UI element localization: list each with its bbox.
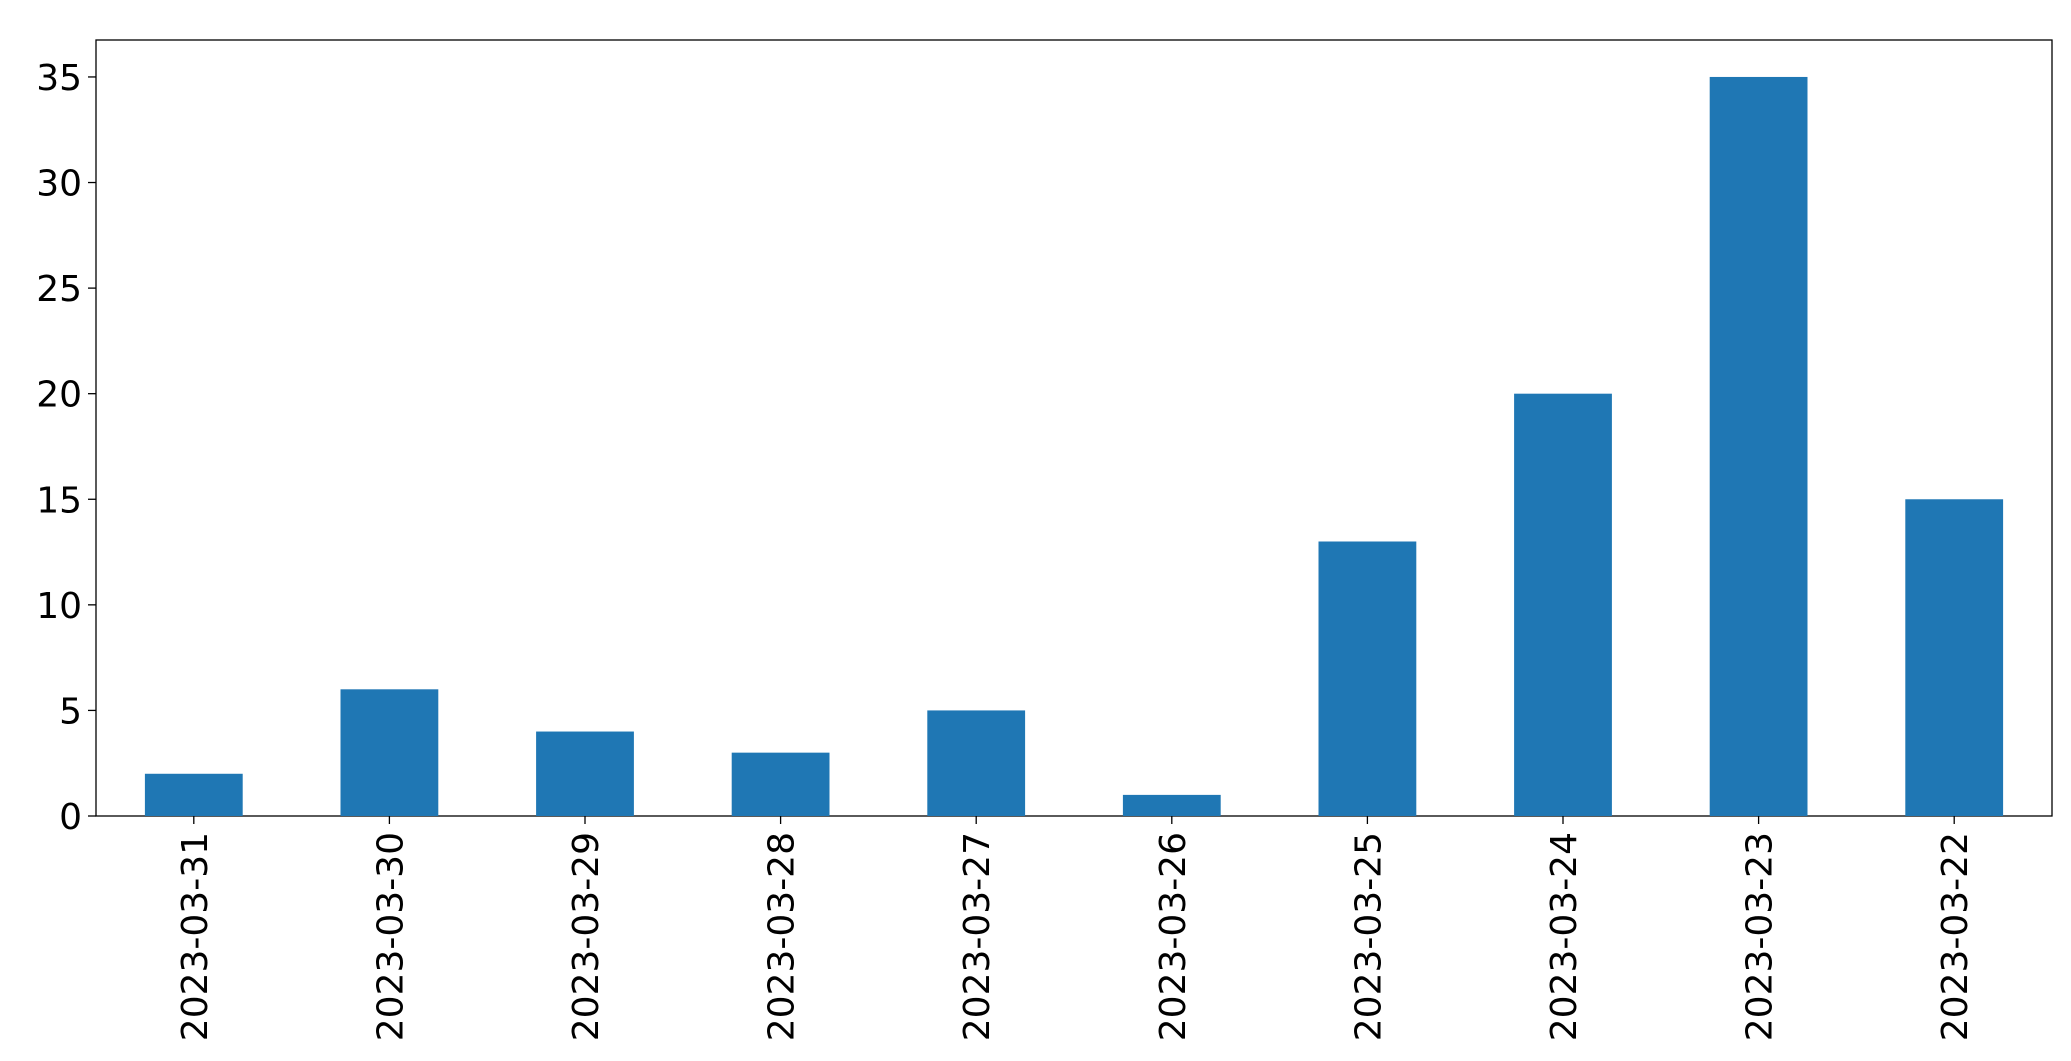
bar	[1122, 794, 1221, 816]
y-tick-label: 35	[36, 58, 82, 99]
bar	[536, 731, 634, 816]
x-tick-label: 2023-03-24	[1544, 832, 1585, 1041]
bar	[144, 773, 243, 816]
x-tick-label: 2023-03-27	[957, 832, 998, 1041]
x-tick-label: 2023-03-28	[762, 832, 803, 1041]
bar	[1905, 499, 2004, 816]
bar	[731, 752, 830, 816]
y-tick-label: 0	[59, 797, 82, 838]
y-tick-label: 15	[36, 480, 82, 521]
plot-frame	[95, 39, 2053, 817]
x-tick-label: 2023-03-25	[1348, 832, 1389, 1041]
bar	[1318, 541, 1417, 816]
x-tick-label: 2023-03-22	[1935, 832, 1976, 1041]
x-tick-label: 2023-03-31	[175, 832, 216, 1041]
y-tick-label: 25	[36, 269, 82, 310]
bar	[340, 689, 439, 816]
x-tick-label: 2023-03-26	[1153, 832, 1194, 1041]
y-tick-label: 10	[36, 586, 82, 627]
bar	[927, 710, 1026, 816]
y-tick-label: 5	[59, 691, 82, 732]
y-tick-label: 30	[36, 164, 82, 205]
y-tick-label: 20	[36, 375, 82, 416]
x-tick-label: 2023-03-23	[1740, 832, 1781, 1041]
x-tick-label: 2023-03-29	[566, 832, 607, 1041]
bar	[1709, 76, 1808, 816]
bar	[1514, 393, 1612, 816]
x-tick-label: 2023-03-30	[370, 832, 411, 1041]
